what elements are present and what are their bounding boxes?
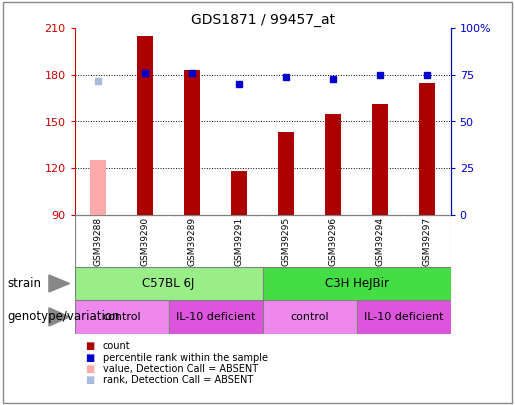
Bar — [168, 300, 263, 334]
Bar — [231, 171, 247, 215]
Text: IL-10 deficient: IL-10 deficient — [364, 312, 443, 322]
Text: rank, Detection Call = ABSENT: rank, Detection Call = ABSENT — [103, 375, 253, 385]
Text: ■: ■ — [85, 364, 94, 374]
Text: GSM39288: GSM39288 — [94, 217, 102, 266]
Bar — [75, 300, 168, 334]
Text: strain: strain — [8, 277, 42, 290]
Bar — [278, 132, 295, 215]
Bar — [325, 114, 341, 215]
Bar — [184, 70, 200, 215]
Polygon shape — [49, 308, 70, 326]
Bar — [137, 36, 153, 215]
Text: GSM39290: GSM39290 — [141, 217, 150, 266]
Text: GSM39291: GSM39291 — [235, 217, 244, 266]
Bar — [372, 104, 388, 215]
Text: GSM39296: GSM39296 — [329, 217, 338, 266]
Text: value, Detection Call = ABSENT: value, Detection Call = ABSENT — [103, 364, 258, 374]
Bar — [90, 160, 107, 215]
Bar — [263, 267, 451, 300]
Polygon shape — [49, 275, 70, 292]
Text: C57BL 6J: C57BL 6J — [143, 277, 195, 290]
Text: GSM39294: GSM39294 — [375, 217, 385, 266]
Text: count: count — [103, 341, 131, 351]
Text: ■: ■ — [85, 341, 94, 351]
Text: C3H HeJBir: C3H HeJBir — [324, 277, 389, 290]
Text: control: control — [102, 312, 141, 322]
Text: ■: ■ — [85, 375, 94, 385]
Text: GSM39297: GSM39297 — [423, 217, 432, 266]
Text: control: control — [290, 312, 329, 322]
Text: percentile rank within the sample: percentile rank within the sample — [103, 353, 268, 362]
Text: GSM39289: GSM39289 — [187, 217, 197, 266]
Bar — [263, 300, 356, 334]
Text: IL-10 deficient: IL-10 deficient — [176, 312, 255, 322]
Text: genotype/variation: genotype/variation — [8, 310, 120, 324]
Text: ■: ■ — [85, 353, 94, 362]
Bar — [75, 267, 263, 300]
Text: GSM39295: GSM39295 — [282, 217, 290, 266]
Bar — [419, 83, 435, 215]
Bar — [356, 300, 451, 334]
Title: GDS1871 / 99457_at: GDS1871 / 99457_at — [191, 13, 335, 27]
